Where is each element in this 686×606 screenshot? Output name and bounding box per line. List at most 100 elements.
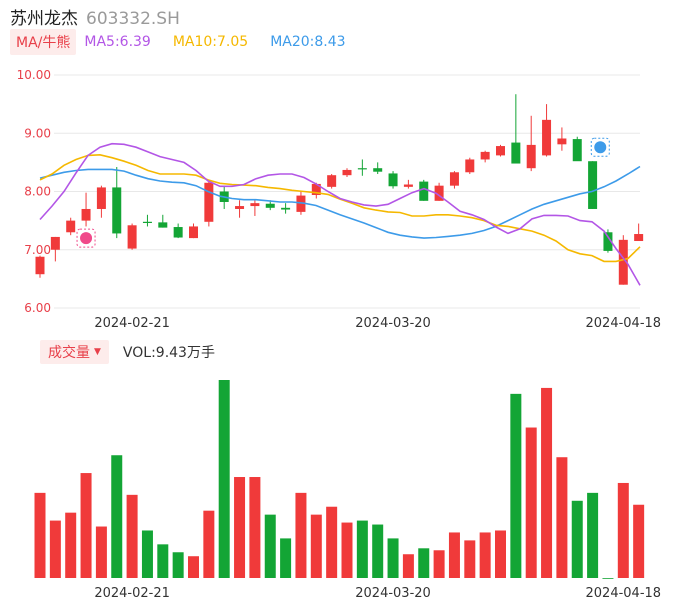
candle-body [50,236,60,250]
candle-body [603,232,613,251]
volume-bar [326,506,338,578]
candle-body [296,195,306,212]
volume-tag-label: 成交量 [48,345,90,361]
stock-name: 苏州龙杰 [10,9,78,29]
candle-body [388,173,398,187]
candle-body [373,168,383,172]
volume-bar [295,492,307,578]
volume-bar [356,520,368,578]
candle-body [465,159,475,173]
volume-bar [203,510,215,578]
candle-body [250,203,260,207]
candle-body [542,119,552,156]
caret-down-icon: ▼ [94,347,101,357]
candle-body [235,206,245,209]
ma-legend: MA/牛熊 MA5:6.39 MA10:7.05 MA20:8.43 [10,29,346,55]
candle-body [403,184,413,187]
y-tick-label: 6.00 [24,301,51,315]
volume-value: VOL:9.43万手 [122,345,215,361]
volume-bar [172,552,184,578]
candle-body [434,185,444,201]
volume-bar [556,457,568,578]
volume-bar [433,550,445,578]
ma5-label: MA5:6.39 [84,34,151,50]
candle-body [189,226,198,239]
volume-bar [218,380,230,578]
candle-body [526,144,536,169]
volume-bar [418,548,430,578]
volume-bar [402,554,414,578]
x-tick-label: 2024-03-20 [355,586,431,601]
ma10-label: MA10:7.05 [172,34,249,50]
volume-bar [387,538,399,578]
candle-body [66,220,76,233]
x-tick-label: 2024-04-18 [586,316,662,331]
stock-header: 苏州龙杰 603332.SH [10,4,180,29]
buy-marker-dot [594,141,607,154]
candle-body [327,175,337,187]
ma20-label: MA20:8.43 [270,34,346,50]
volume-bar [510,393,522,578]
volume-bar [571,500,583,578]
candle-body [496,146,505,156]
ma5-line [39,142,641,286]
volume-bar [234,477,246,578]
volume-bar [141,530,153,578]
volume-bar [80,473,92,578]
y-tick-label: 8.00 [24,185,51,199]
candle-body [35,256,45,275]
candle-body [342,169,352,176]
x-tick-label: 2024-02-21 [94,316,170,331]
candle-body [588,161,598,209]
volume-legend: 成交量 ▼ VOL:9.43万手 [40,340,215,364]
volume-bar [587,492,599,578]
volume-bar [249,477,261,578]
volume-bar [372,524,384,578]
x-tick-label: 2024-03-20 [355,316,431,331]
volume-bar [525,427,537,578]
candle-body [96,187,106,209]
candle-body [511,142,521,164]
volume-bar [264,514,276,578]
candle-body [449,172,459,186]
candle-body [265,203,275,208]
volume-bar [95,526,107,578]
volume-bar [341,522,353,578]
volume-bar [464,540,476,578]
volume-bar [617,482,629,578]
candle-body [142,221,152,223]
candle-body [158,222,168,228]
volume-bar [448,532,460,578]
volume-bar [541,387,553,578]
x-tick-label: 2024-02-21 [94,586,170,601]
volume-indicator-tag[interactable]: 成交量 ▼ [40,340,109,364]
y-tick-label: 7.00 [24,243,51,257]
candle-body [112,187,122,234]
volume-bar [602,578,614,579]
candle-body [81,208,91,221]
candle-body [634,234,644,242]
volume-bar [157,544,169,578]
y-tick-label: 10.00 [17,68,51,82]
candle-body [127,225,137,249]
ma-indicator-tag[interactable]: MA/牛熊 [10,29,77,55]
candle-body [419,181,429,201]
volume-bar [65,512,77,578]
candle-body [357,168,367,170]
candle-body [618,239,628,285]
volume-bar [111,455,123,578]
candle-body [204,182,214,222]
volume-bar [188,556,199,578]
candle-body [572,139,582,162]
candle-body [173,227,183,238]
x-tick-label: 2024-04-18 [586,586,662,601]
volume-bar [479,532,491,578]
volume-bar [280,538,292,578]
volume-bar [34,492,46,578]
ma20-line [39,165,641,239]
candle-body [557,138,567,145]
candle-body [311,183,321,195]
volume-bar [633,504,645,578]
volume-bar [126,494,138,578]
